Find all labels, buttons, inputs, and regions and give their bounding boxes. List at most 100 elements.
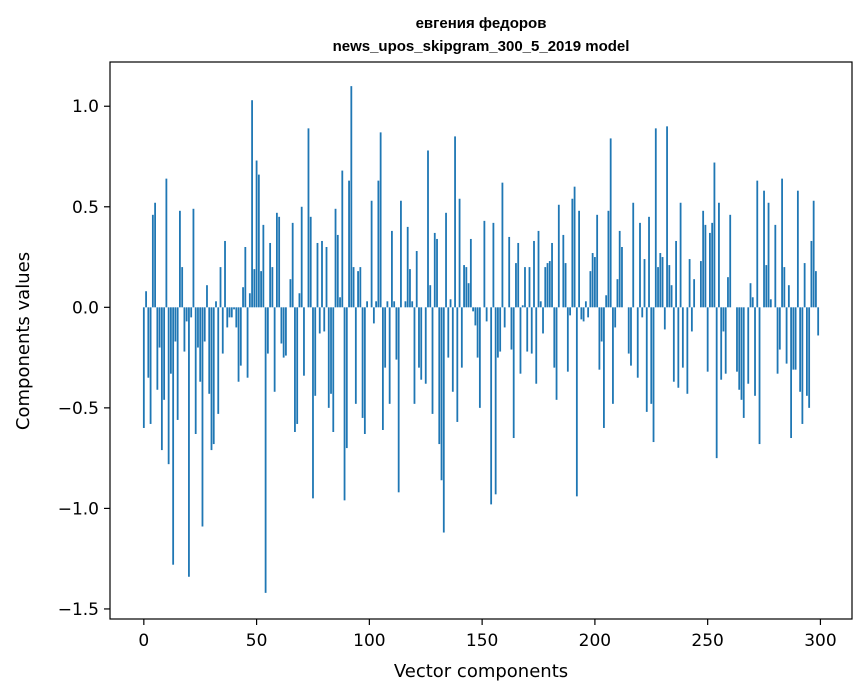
bar-288 — [792, 307, 795, 370]
bar-197 — [587, 307, 590, 318]
bar-7 — [158, 307, 161, 348]
bar-216 — [630, 307, 632, 366]
bar-108 — [386, 301, 389, 308]
bar-172 — [530, 307, 533, 354]
bar-140 — [458, 198, 461, 308]
bar-260 — [729, 214, 732, 308]
bar-47 — [248, 293, 251, 308]
bar-67 — [294, 307, 296, 432]
bar-68 — [296, 307, 299, 424]
bar-85 — [334, 208, 337, 308]
bar-31 — [212, 307, 215, 445]
bar-254 — [715, 307, 718, 459]
bar-10 — [165, 178, 168, 308]
bar-175 — [537, 230, 540, 308]
y-tick-label-5: 1.0 — [72, 97, 99, 117]
bar-131 — [438, 307, 441, 445]
bar-71 — [303, 307, 305, 376]
bar-219 — [636, 307, 639, 378]
bar-169 — [524, 267, 526, 308]
bar-113 — [397, 307, 400, 493]
bar-223 — [645, 307, 648, 412]
bar-80 — [323, 307, 326, 332]
x-tick-label-0: 0 — [138, 631, 149, 651]
bar-127 — [429, 285, 432, 308]
bar-22 — [192, 208, 195, 308]
bar-285 — [785, 307, 788, 364]
bar-272 — [756, 180, 759, 308]
bar-257 — [722, 307, 725, 332]
bar-265 — [740, 307, 743, 400]
bar-176 — [539, 301, 542, 308]
y-tick-label-2: −0.5 — [58, 399, 99, 419]
bar-201 — [596, 214, 599, 308]
bar-286 — [787, 285, 790, 308]
bar-171 — [528, 267, 531, 308]
bar-125 — [424, 307, 427, 384]
bar-48 — [251, 100, 253, 308]
bar-144 — [467, 283, 470, 308]
bar-41 — [235, 307, 238, 328]
x-tick-label-5: 250 — [691, 631, 723, 651]
bar-195 — [582, 307, 585, 322]
bar-287 — [790, 307, 792, 439]
bar-26 — [201, 307, 204, 527]
bar-206 — [607, 210, 610, 308]
x-tick-label-6: 300 — [804, 631, 836, 651]
bar-251 — [709, 232, 711, 308]
bar-97 — [361, 307, 364, 418]
bar-295 — [808, 307, 811, 408]
bar-112 — [395, 307, 398, 360]
bar-106 — [381, 307, 384, 430]
bar-238 — [679, 202, 682, 308]
bar-189 — [569, 307, 571, 316]
bar-235 — [672, 307, 675, 382]
bar-225 — [650, 307, 653, 404]
bar-91 — [348, 180, 350, 308]
bar-70 — [300, 206, 303, 308]
bar-52 — [260, 271, 262, 308]
bar-141 — [460, 307, 463, 368]
bar-142 — [463, 265, 465, 308]
bar-167 — [519, 307, 522, 374]
bar-28 — [206, 285, 208, 308]
bar-275 — [763, 190, 765, 308]
bar-196 — [584, 301, 587, 308]
bar-230 — [661, 257, 664, 308]
bar-248 — [702, 210, 705, 308]
y-tick-label-0: −1.5 — [58, 600, 99, 620]
bar-65 — [289, 279, 292, 308]
bar-266 — [742, 307, 745, 418]
bar-243 — [690, 307, 693, 332]
bar-221 — [641, 307, 644, 318]
bar-232 — [666, 126, 668, 308]
bar-148 — [476, 307, 479, 358]
bar-233 — [668, 265, 671, 308]
bar-281 — [776, 307, 779, 374]
bar-13 — [172, 307, 175, 565]
bar-191 — [573, 186, 576, 308]
bar-75 — [312, 307, 314, 499]
bar-88 — [341, 170, 344, 308]
bar-139 — [456, 307, 459, 422]
bar-181 — [551, 242, 553, 308]
bar-103 — [375, 301, 378, 308]
bar-36 — [224, 240, 226, 308]
bar-77 — [316, 242, 319, 308]
bar-98 — [363, 307, 366, 434]
bar-180 — [548, 261, 551, 308]
bar-138 — [454, 136, 456, 308]
bar-38 — [228, 307, 231, 318]
bar-8 — [160, 307, 163, 451]
bars-group — [142, 86, 820, 593]
bar-202 — [598, 307, 601, 370]
bar-93 — [352, 267, 355, 308]
bar-33 — [217, 307, 220, 414]
bar-12 — [169, 307, 172, 374]
bar-263 — [736, 307, 738, 372]
bar-51 — [257, 174, 260, 308]
bar-104 — [377, 180, 380, 308]
bar-178 — [544, 267, 547, 308]
bar-269 — [749, 283, 752, 308]
bar-226 — [652, 307, 655, 443]
